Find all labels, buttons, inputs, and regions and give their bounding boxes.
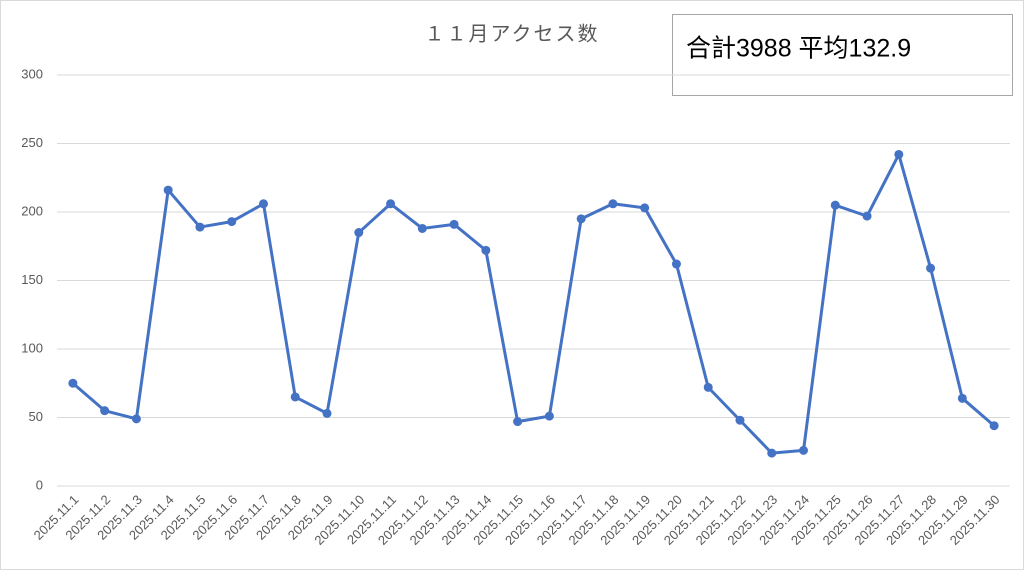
y-tick-label: 50: [29, 409, 43, 424]
data-point: [671, 259, 681, 269]
data-point: [957, 393, 967, 403]
y-tick-label: 200: [21, 203, 43, 218]
data-point: [608, 199, 618, 209]
data-line: [71, 152, 996, 455]
data-point: [767, 448, 777, 458]
data-point: [449, 219, 459, 229]
data-point: [290, 392, 300, 402]
y-tick-label: 100: [21, 340, 43, 355]
data-point: [735, 415, 745, 425]
data-point: [926, 263, 936, 273]
data-point: [322, 408, 332, 418]
annotation: 合計3988 平均132.9: [686, 35, 911, 63]
data-point: [576, 214, 586, 224]
y-tick-label: 0: [36, 477, 43, 492]
chart-title: １１月アクセス数: [425, 22, 600, 45]
data-point: [830, 200, 840, 210]
data-point: [862, 211, 872, 221]
data-point: [100, 406, 110, 416]
data-point: [258, 199, 268, 209]
data-point: [544, 411, 554, 421]
data-point: [703, 382, 713, 392]
data-point: [799, 445, 809, 455]
data-point: [68, 378, 78, 388]
data-point: [640, 203, 650, 213]
data-point: [131, 414, 141, 424]
data-point: [354, 228, 364, 238]
data-point: [227, 217, 237, 227]
annotation-box: [672, 14, 1013, 96]
data-point: [481, 245, 491, 255]
y-tick-label: 300: [21, 66, 43, 81]
data-point: [195, 222, 205, 232]
data-point: [894, 149, 904, 159]
data-point: [163, 185, 173, 195]
data-point: [386, 199, 396, 209]
y-tick-label: 150: [21, 272, 43, 287]
data-point: [513, 417, 523, 427]
data-point: [989, 421, 999, 431]
data-point: [417, 223, 427, 233]
y-tick-label: 250: [21, 135, 43, 150]
